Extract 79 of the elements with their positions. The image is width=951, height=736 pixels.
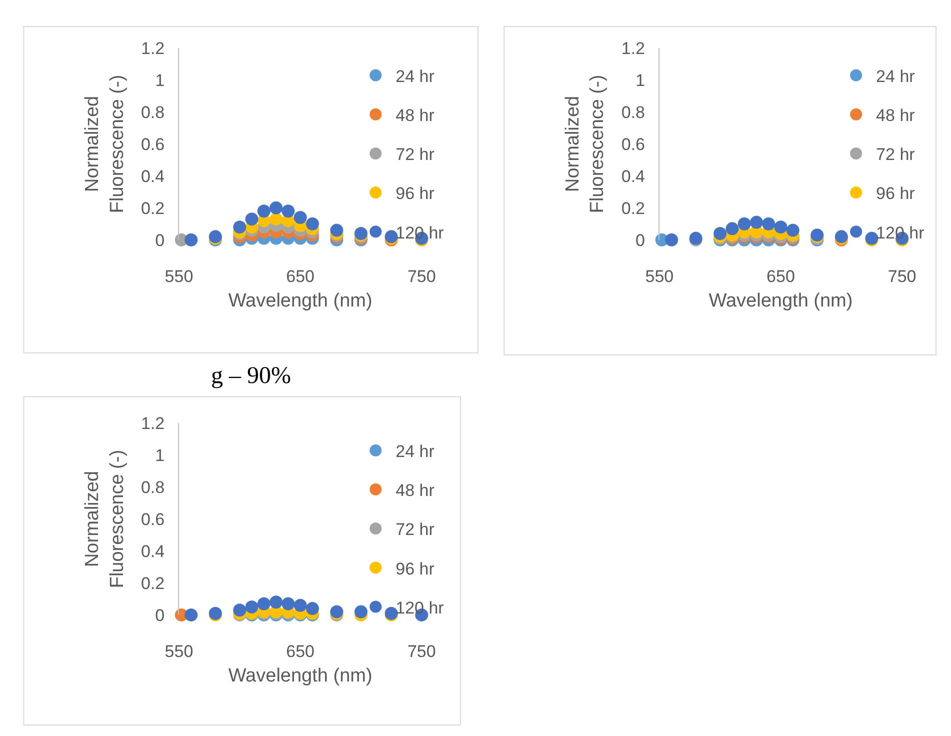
x-axis-title: Wavelength (nm) (708, 290, 853, 312)
y-axis-title: Normalized Fluorescence (-) (562, 74, 608, 214)
legend-label: 120 hr (396, 223, 444, 242)
point (233, 220, 246, 234)
y-tick-label: 1 (155, 70, 165, 90)
y-tick-label: 0.4 (140, 542, 165, 561)
point (257, 597, 270, 610)
y-tick-label: 0 (155, 606, 165, 625)
legend-label: 24 hr (396, 66, 435, 86)
x-axis-title: Wavelength (nm) (228, 290, 372, 312)
legend-label: 24 hr (396, 442, 435, 461)
y-tick-label: 0.2 (140, 574, 165, 593)
legend-label: 48 hr (396, 481, 435, 500)
chart-title: g – 90% (211, 363, 291, 389)
x-tick-label: 750 (888, 266, 916, 286)
point (270, 212, 283, 226)
legend-label: 48 hr (396, 106, 435, 125)
y-tick-label: 1 (155, 446, 165, 465)
y-tick-label: 0 (636, 230, 646, 250)
point (245, 212, 258, 226)
point (354, 605, 368, 618)
y-tick-label: 0.2 (621, 198, 646, 218)
legend-label: 72 hr (876, 145, 916, 164)
legend-label: 96 hr (876, 184, 916, 204)
y-tick-label: 1 (636, 70, 646, 90)
y-tick-label: 0.4 (621, 166, 646, 186)
point (282, 204, 295, 218)
y-tick-label: 0.8 (140, 478, 165, 497)
x-tick-label: 650 (286, 642, 314, 661)
point (726, 222, 739, 236)
legend-label: 48 hr (876, 106, 916, 125)
x-tick-label: 650 (766, 266, 795, 286)
legend-label: 72 hr (396, 145, 435, 164)
y-axis-title: Normalized Fluorescence (-) (82, 450, 128, 588)
point (330, 224, 344, 237)
point (714, 226, 727, 240)
point (750, 216, 763, 229)
x-tick-label: 550 (164, 642, 194, 661)
y-tick-label: 0.2 (140, 198, 165, 218)
point (665, 233, 678, 246)
x-tick-label: 550 (645, 266, 674, 286)
y-tick-label: 0.8 (140, 102, 165, 122)
y-axis-title: Normalized Fluorescence (-) (82, 74, 128, 214)
y-tick-label: 0.4 (140, 166, 165, 186)
y-tick-label: 1.2 (140, 414, 165, 433)
point (762, 217, 776, 230)
legend-label: 120 hr (876, 223, 925, 242)
point (306, 217, 319, 230)
x-tick-label: 650 (286, 266, 314, 286)
y-tick-label: 1.2 (140, 38, 165, 58)
point (282, 597, 295, 610)
legend-label: 72 hr (396, 520, 435, 540)
point (257, 204, 270, 218)
point (294, 210, 307, 224)
x-axis-title: Wavelength (nm) (228, 666, 372, 687)
y-tick-label: 0.6 (140, 510, 165, 529)
y-tick-label: 0.8 (621, 102, 646, 122)
y-tick-label: 0 (155, 230, 165, 250)
point (774, 220, 788, 234)
legend-label: 96 hr (396, 184, 435, 204)
point (270, 596, 283, 609)
y-tick-label: 1.2 (621, 38, 646, 58)
point (306, 602, 319, 616)
y-tick-label: 0.6 (621, 134, 646, 154)
point (245, 600, 258, 614)
legend-label: 96 hr (396, 559, 435, 578)
x-tick-label: 550 (164, 266, 194, 286)
point (184, 608, 198, 622)
point (184, 233, 198, 246)
point (738, 217, 751, 230)
legend-label: 24 hr (876, 66, 916, 86)
point (786, 224, 800, 237)
x-tick-label: 750 (407, 266, 436, 286)
point (294, 598, 307, 612)
point (270, 201, 283, 214)
y-tick-label: 0.6 (140, 134, 165, 154)
legend-label: 120 hr (396, 598, 444, 618)
x-tick-label: 750 (407, 642, 436, 661)
point (233, 604, 246, 617)
